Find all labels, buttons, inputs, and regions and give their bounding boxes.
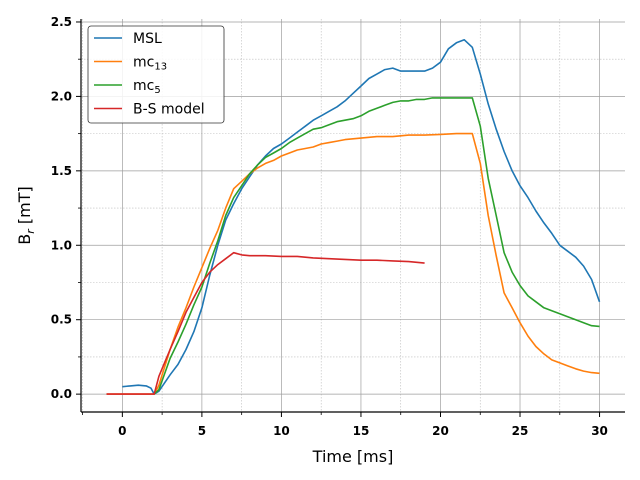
x-tick-label: 30: [591, 424, 608, 438]
y-tick-label: 2.5: [51, 15, 72, 29]
y-tick-label: 0.0: [51, 387, 72, 401]
y-axis-label-subscript: r: [24, 228, 37, 234]
x-tick-label: 25: [512, 424, 529, 438]
x-tick-label: 5: [198, 424, 206, 438]
legend-label: mc13: [133, 55, 167, 73]
x-tick-label: 15: [353, 424, 370, 438]
series-lines: [106, 39, 601, 395]
y-tick-label: 0.5: [51, 313, 72, 327]
x-axis-label: Time [ms]: [312, 447, 394, 466]
x-tick-label: 10: [273, 424, 290, 438]
y-tick-label: 1.0: [51, 238, 72, 252]
axes: [80, 19, 625, 413]
legend-label: mc5: [133, 78, 161, 96]
series-line-b-s-model: [106, 251, 425, 395]
grid: [81, 19, 625, 412]
legend-label: B-S model: [133, 102, 205, 118]
legend-box: [87, 25, 225, 124]
series-line-mc5: [153, 97, 600, 395]
x-tick-label: 20: [432, 424, 449, 438]
y-axis-label: Br [mT]: [15, 186, 37, 244]
y-tick-label: 2.0: [51, 89, 72, 103]
x-tick-label: 0: [118, 424, 126, 438]
y-tick-label: 1.5: [51, 164, 72, 178]
series-line-msl: [122, 39, 601, 395]
y-axis-label-main: B: [15, 234, 34, 245]
y-axis-label-unit: [mT]: [15, 186, 34, 229]
legend-label: MSL: [133, 31, 162, 47]
ticks: 0 5 10 15 20 25 30 0.0 0.5 1.0 1.5 2.0 2.5: [51, 15, 608, 438]
legend: MSL mc13 mc5 B-S model: [87, 25, 225, 124]
series-line-mc13: [106, 132, 600, 395]
